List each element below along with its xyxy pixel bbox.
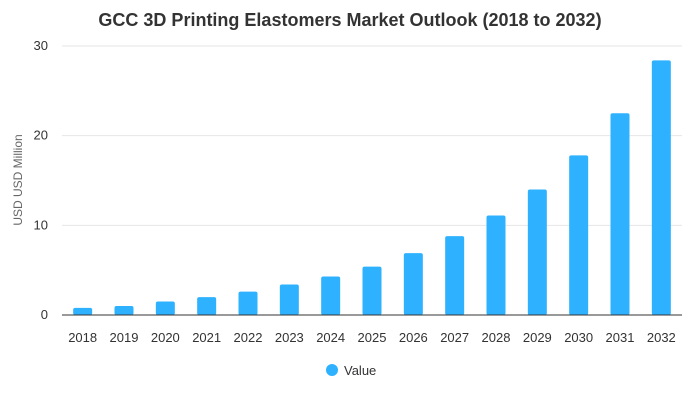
x-tick-label: 2021 — [192, 330, 221, 345]
x-tick-label: 2025 — [358, 330, 387, 345]
bar-2029[interactable] — [527, 189, 547, 315]
bar-2027[interactable] — [445, 236, 465, 315]
y-tick-label: 0 — [41, 307, 48, 322]
x-tick-label: 2022 — [234, 330, 263, 345]
x-axis-ticks: 2018 2019 2020 2021 2022 2023 2024 2025 2026 2027… — [68, 330, 676, 345]
x-tick-label: 2031 — [606, 330, 635, 345]
y-tick-label: 20 — [34, 128, 48, 143]
bar-2025[interactable] — [362, 266, 382, 315]
x-tick-label: 2028 — [482, 330, 511, 345]
x-tick-label: 2018 — [68, 330, 97, 345]
legend[interactable]: Value — [326, 363, 376, 378]
y-tick-label: 30 — [34, 38, 48, 53]
x-tick-label: 2030 — [564, 330, 593, 345]
bar-2026[interactable] — [403, 253, 423, 315]
chart-title: GCC 3D Printing Elastomers Market Outloo… — [98, 10, 601, 30]
grid-lines — [62, 45, 682, 226]
bar-2022[interactable] — [238, 291, 258, 315]
x-tick-label: 2023 — [275, 330, 304, 345]
legend-label-value: Value — [344, 363, 376, 378]
bar-2031[interactable] — [610, 113, 630, 315]
bar-2024[interactable] — [321, 276, 341, 315]
x-tick-label: 2024 — [316, 330, 345, 345]
bar-2018[interactable] — [73, 307, 93, 315]
x-tick-label: 2019 — [110, 330, 139, 345]
y-axis-ticks: 0 10 20 30 — [34, 38, 48, 322]
bar-2021[interactable] — [197, 297, 217, 315]
bar-2020[interactable] — [155, 301, 175, 315]
x-tick-label: 2026 — [399, 330, 428, 345]
x-tick-label: 2032 — [647, 330, 676, 345]
bar-2028[interactable] — [486, 215, 506, 315]
bar-2019[interactable] — [114, 306, 134, 315]
x-tick-label: 2027 — [440, 330, 469, 345]
x-tick-label: 2020 — [151, 330, 180, 345]
legend-swatch-value — [326, 364, 338, 376]
bars — [73, 60, 671, 316]
y-tick-label: 10 — [34, 217, 48, 232]
bar-2030[interactable] — [569, 155, 589, 315]
bar-2023[interactable] — [279, 284, 299, 315]
x-tick-label: 2029 — [523, 330, 552, 345]
y-axis-label: USD USD Million — [11, 134, 25, 225]
bar-2032[interactable] — [651, 60, 671, 316]
